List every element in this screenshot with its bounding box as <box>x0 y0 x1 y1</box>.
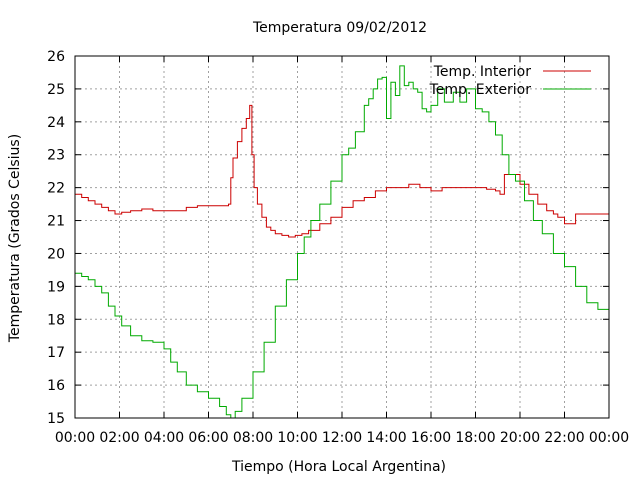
y-tick-label: 23 <box>47 148 65 164</box>
axis-ticks <box>74 55 610 419</box>
x-tick-label: 06:00 <box>188 430 228 446</box>
tick-labels: 00:00 02:00 04:00 06:00 08:00 10:00 12:00 14:00… <box>47 49 629 446</box>
legend-label: Temp. Exterior <box>429 82 532 98</box>
x-tick-label: 14:00 <box>366 430 406 446</box>
x-tick-label: 10:00 <box>277 430 317 446</box>
series-line-exterior <box>75 65 610 419</box>
data-series <box>75 65 610 419</box>
x-tick-label: 00:00 <box>55 430 95 446</box>
y-tick-label: 20 <box>47 246 65 262</box>
y-tick-label: 19 <box>47 279 65 295</box>
x-tick-label: 04:00 <box>144 430 184 446</box>
x-tick-label: 02:00 <box>99 430 139 446</box>
y-tick-label: 17 <box>47 345 65 361</box>
y-tick-label: 25 <box>47 82 65 98</box>
x-tick-label: 20:00 <box>500 430 540 446</box>
grid-lines <box>75 56 609 418</box>
y-tick-label: 26 <box>47 49 65 65</box>
y-tick-label: 21 <box>47 214 65 230</box>
y-tick-label: 22 <box>47 181 65 197</box>
series-line-interior <box>75 104 609 238</box>
legend-label: Temp. Interior <box>433 64 532 80</box>
x-axis-label: Tiempo (Hora Local Argentina) <box>231 459 446 475</box>
x-tick-label: 22:00 <box>544 430 584 446</box>
chart-title: Temperatura 09/02/2012 <box>252 20 427 36</box>
x-tick-label: 08:00 <box>233 430 273 446</box>
x-tick-label: 12:00 <box>322 430 362 446</box>
x-tick-label: 18:00 <box>455 430 495 446</box>
x-tick-label: 00:00 <box>589 430 629 446</box>
y-tick-label: 18 <box>47 312 65 328</box>
y-axis-label: Temperatura (Grados Celsius) <box>7 134 23 343</box>
legend: Temp. Interior Temp. Exterior <box>429 64 591 98</box>
x-tick-label: 16:00 <box>411 430 451 446</box>
y-tick-label: 16 <box>47 378 65 394</box>
y-tick-label: 24 <box>47 115 65 131</box>
y-tick-label: 15 <box>47 411 65 427</box>
